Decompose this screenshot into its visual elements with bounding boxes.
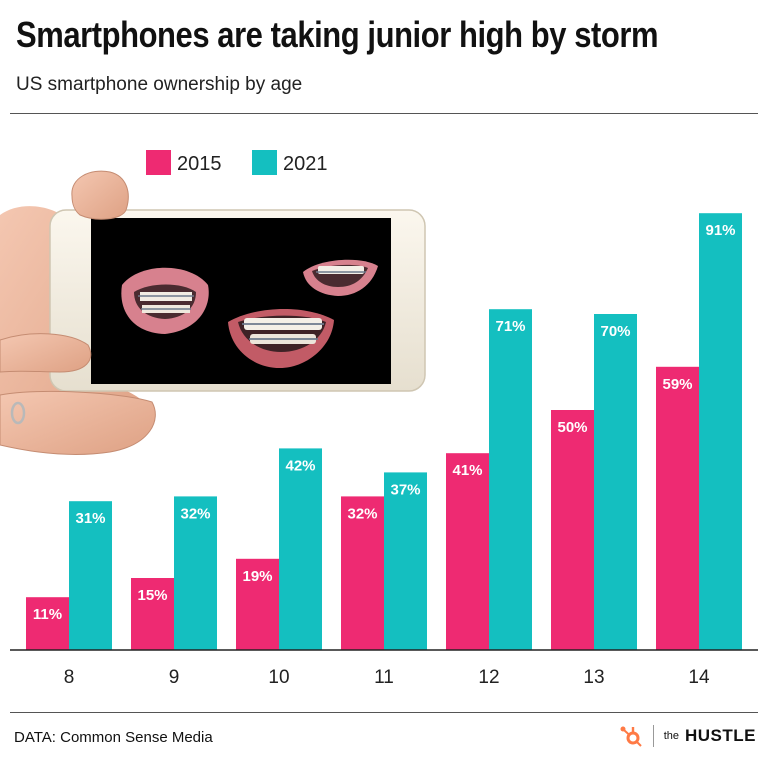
legend-label-2021: 2021 [283, 153, 328, 175]
bar-2021-age-13 [594, 314, 637, 650]
bar-2015-age-11 [341, 496, 384, 650]
data-label-2015-age-14: 59% [662, 376, 692, 393]
data-label-2021-age-13: 70% [600, 323, 630, 340]
chart-title: Smartphones are taking junior high by st… [16, 14, 659, 55]
legend: 2015 2021 [146, 150, 328, 175]
brand-name: HUSTLE [685, 726, 756, 745]
x-tick-label-14: 14 [688, 667, 710, 688]
data-label-2015-age-11: 32% [347, 505, 377, 522]
hand-fingers [0, 333, 92, 373]
bar-2021-age-12 [489, 309, 532, 650]
bar-2021-age-10 [279, 448, 322, 650]
ring-icon [10, 401, 26, 425]
data-label-2021-age-9: 32% [180, 505, 210, 522]
x-tick-label-8: 8 [64, 667, 75, 688]
hubspot-icon [620, 726, 642, 747]
mouth-center [228, 308, 334, 368]
mouth-right [303, 259, 378, 296]
legend-swatch-2015 [146, 150, 171, 175]
bar-2015-age-9 [131, 578, 174, 650]
bar-2015-age-12 [446, 453, 489, 650]
bar-2015-age-13 [551, 410, 594, 650]
chart-subtitle: US smartphone ownership by age [16, 74, 303, 95]
mouth-left [121, 267, 209, 334]
bar-2021-age-11 [384, 472, 427, 650]
bar-2015-age-10 [236, 558, 279, 650]
legend-swatch-2021 [252, 150, 277, 175]
data-label-2021-age-12: 71% [495, 318, 525, 335]
x-tick-label-10: 10 [268, 667, 289, 688]
x-tick-label-9: 9 [169, 667, 180, 688]
data-label-2015-age-8: 11% [33, 606, 62, 623]
data-source: DATA: Common Sense Media [14, 729, 213, 746]
phone-illustration [0, 170, 426, 455]
data-label-2021-age-8: 31% [75, 510, 105, 527]
data-label-2021-age-10: 42% [285, 457, 315, 474]
brand-logo: the HUSTLE [619, 725, 756, 747]
data-label-2015-age-12: 41% [452, 462, 482, 479]
x-tick-label-13: 13 [583, 667, 604, 688]
footer-divider [10, 712, 758, 713]
data-label-2015-age-10: 19% [242, 568, 272, 585]
bar-2021-age-9 [174, 496, 217, 650]
x-tick-label-12: 12 [478, 667, 499, 688]
brand-separator [652, 725, 654, 747]
hand-thumb [71, 170, 129, 220]
x-axis: 8 9 10 11 12 13 14 [10, 649, 758, 688]
bar-2015-age-14 [656, 366, 699, 650]
legend-label-2015: 2015 [177, 153, 222, 175]
bar-2015-age-8 [26, 597, 69, 650]
bar-2021-age-14 [699, 213, 742, 650]
bar-2021-age-8 [69, 501, 112, 650]
brand-prefix: the [663, 730, 679, 742]
x-tick-label-11: 11 [374, 667, 394, 688]
data-label-2021-age-11: 37% [390, 481, 420, 498]
data-label-2015-age-9: 15% [137, 587, 167, 604]
header-divider [10, 113, 758, 114]
data-label-2021-age-14: 91% [705, 222, 735, 239]
data-label-2015-age-13: 50% [557, 419, 587, 436]
bar-chart: 11% 31% 15% 32% 19% 42% 32% 37% 41% 71% 50% 70% 59% 9… [0, 150, 758, 688]
